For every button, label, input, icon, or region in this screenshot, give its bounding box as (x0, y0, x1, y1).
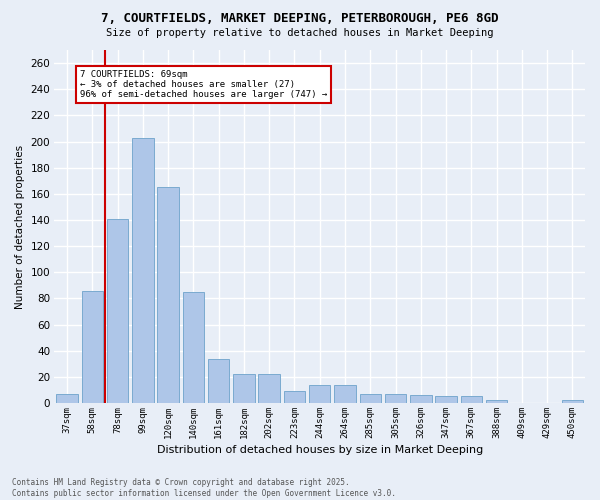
Bar (182, 292, 204, 403)
Text: 7 COURTFIELDS: 69sqm
← 3% of detached houses are smaller (27)
96% of semi-detach: 7 COURTFIELDS: 69sqm ← 3% of detached ho… (80, 70, 327, 100)
Bar (309, 384, 331, 403)
Bar (56, 394, 78, 403)
Bar (385, 394, 406, 403)
Bar (359, 394, 381, 403)
Bar (233, 374, 254, 403)
Bar (436, 396, 457, 403)
Bar (284, 392, 305, 403)
Bar (259, 374, 280, 403)
Bar (132, 138, 154, 403)
Bar (562, 400, 583, 403)
Bar (486, 400, 508, 403)
Text: Size of property relative to detached houses in Market Deeping: Size of property relative to detached ho… (106, 28, 494, 38)
Bar (334, 384, 356, 403)
Text: Contains HM Land Registry data © Crown copyright and database right 2025.
Contai: Contains HM Land Registry data © Crown c… (12, 478, 396, 498)
Bar (82, 290, 103, 403)
Y-axis label: Number of detached properties: Number of detached properties (15, 144, 25, 308)
X-axis label: Distribution of detached houses by size in Market Deeping: Distribution of detached houses by size … (157, 445, 483, 455)
Bar (208, 358, 229, 403)
Bar (461, 396, 482, 403)
Text: 7, COURTFIELDS, MARKET DEEPING, PETERBOROUGH, PE6 8GD: 7, COURTFIELDS, MARKET DEEPING, PETERBOR… (101, 12, 499, 26)
Bar (157, 188, 179, 403)
Bar (107, 218, 128, 403)
Bar (410, 395, 431, 403)
